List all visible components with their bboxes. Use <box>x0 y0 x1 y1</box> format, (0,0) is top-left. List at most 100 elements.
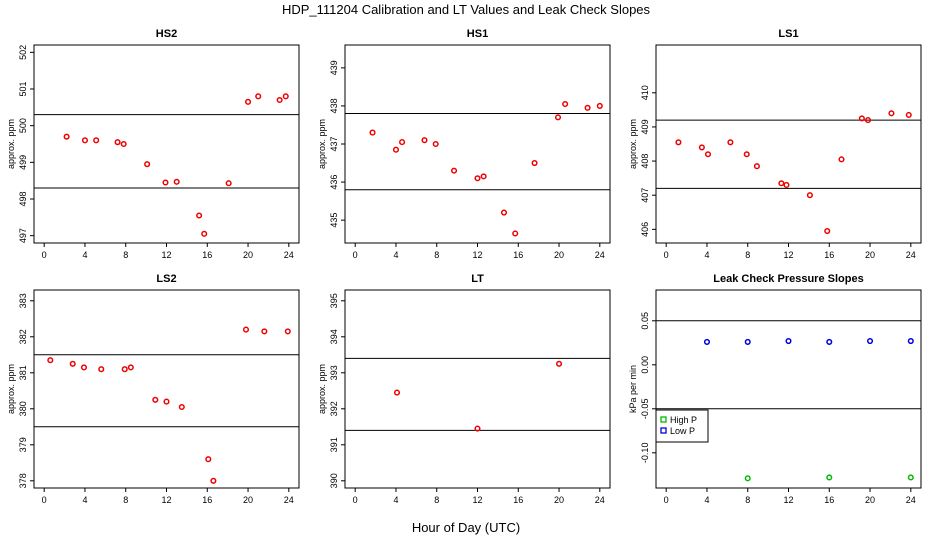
x-tick-label: 0 <box>664 495 669 505</box>
y-axis-label: approx. ppm <box>317 364 327 414</box>
data-point <box>474 175 481 182</box>
x-tick-label: 16 <box>202 250 212 260</box>
x-tick-label: 20 <box>554 250 564 260</box>
y-tick-label: 0.00 <box>640 356 650 374</box>
data-point <box>63 133 70 140</box>
x-tick-label: 12 <box>472 250 482 260</box>
panel-title: LS2 <box>156 273 176 285</box>
x-tick-label: 4 <box>704 250 709 260</box>
data-point <box>512 230 519 237</box>
x-tick-label: 12 <box>472 495 482 505</box>
y-tick-label: 0.05 <box>640 312 650 330</box>
data-point <box>432 140 439 148</box>
data-point <box>98 366 105 373</box>
x-tick-label: 24 <box>284 495 294 505</box>
panel-lt: LT 0 4 8 12 16 20 24 390 391 392 393 394 395 approx. p… <box>317 273 611 505</box>
data-point <box>282 93 289 100</box>
y-tick-label: 394 <box>329 329 339 344</box>
data-point <box>474 425 481 432</box>
data-point <box>196 212 203 219</box>
x-tick-label: 12 <box>161 250 171 260</box>
y-tick-label: 392 <box>329 401 339 416</box>
data-point <box>127 364 134 371</box>
y-tick-label: 499 <box>18 155 28 170</box>
data-point <box>744 475 751 482</box>
y-tick-label: 406 <box>640 222 650 237</box>
x-tick-label: 12 <box>783 495 793 505</box>
data-point <box>824 228 831 235</box>
plot-frame <box>655 289 922 489</box>
data-point <box>173 178 180 185</box>
data-point <box>531 159 538 167</box>
data-point <box>261 328 268 335</box>
x-tick-label: 0 <box>42 495 47 505</box>
data-point <box>121 366 128 373</box>
data-point <box>785 337 792 345</box>
y-tick-label: 438 <box>329 98 339 113</box>
panel-title: Leak Check Pressure Slopes <box>713 273 863 285</box>
plot-frame <box>344 289 611 489</box>
data-point <box>858 115 865 122</box>
legend-box <box>655 409 709 443</box>
x-tick-label: 20 <box>865 250 875 260</box>
y-tick-label: 410 <box>640 85 650 100</box>
x-tick-label: 16 <box>824 495 834 505</box>
y-tick-label: 383 <box>18 293 28 308</box>
y-tick-label: 390 <box>329 473 339 488</box>
data-point <box>753 163 760 170</box>
panel-leak: Leak Check Pressure Slopes 0 4 8 12 16 20 24 -0.… <box>628 273 922 505</box>
y-tick-label: 378 <box>18 473 28 488</box>
x-tick-label: 24 <box>284 250 294 260</box>
x-tick-label: 8 <box>123 250 128 260</box>
data-point <box>284 328 291 335</box>
data-point <box>907 337 914 345</box>
data-point <box>210 477 217 484</box>
data-point <box>225 180 232 187</box>
y-tick-label: 380 <box>18 401 28 416</box>
y-tick-label: 408 <box>640 154 650 169</box>
data-point <box>69 360 76 367</box>
x-tick-label: 24 <box>906 495 916 505</box>
panel-hs1: HS1 0 4 8 12 16 20 24 435 436 437 438 439 approx. ppm <box>317 28 611 260</box>
x-tick-label: 8 <box>745 250 750 260</box>
y-axis-label: approx. ppm <box>317 119 327 169</box>
data-point <box>120 140 127 148</box>
x-tick-label: 0 <box>42 250 47 260</box>
y-tick-label: 501 <box>18 81 28 96</box>
data-point <box>421 137 428 144</box>
data-point <box>907 474 914 481</box>
data-point <box>743 151 750 158</box>
x-tick-label: 24 <box>595 250 605 260</box>
y-tick-label: 437 <box>329 136 339 151</box>
y-axis-label: approx. ppm <box>6 364 16 414</box>
panel-title: HS1 <box>467 28 488 40</box>
data-point <box>554 114 562 121</box>
data-point <box>178 403 185 411</box>
x-tick-label: 20 <box>865 495 875 505</box>
data-point <box>144 161 151 168</box>
x-tick-label: 24 <box>595 495 605 505</box>
data-point <box>152 396 159 403</box>
data-point <box>555 360 563 367</box>
plot-frame <box>344 44 611 244</box>
data-point <box>866 337 874 345</box>
data-point <box>864 117 872 124</box>
y-tick-label: 498 <box>18 191 28 206</box>
plot-frame <box>33 44 300 244</box>
y-tick-label: 409 <box>640 119 650 134</box>
x-tick-label: 16 <box>202 495 212 505</box>
y-tick-label: 436 <box>329 175 339 190</box>
data-point <box>399 139 406 146</box>
panel-hs2: HS2 0 4 8 12 16 20 24 497 498 499 500 501 502 approx. … <box>6 28 300 260</box>
data-point <box>500 209 508 216</box>
data-point <box>480 173 487 180</box>
x-tick-label: 20 <box>243 495 253 505</box>
data-point <box>704 151 712 158</box>
data-point <box>905 111 912 119</box>
data-point <box>562 100 569 108</box>
y-tick-label: 381 <box>18 365 28 380</box>
x-tick-label: 20 <box>243 250 253 260</box>
x-tick-label: 20 <box>554 495 564 505</box>
data-point <box>163 398 170 405</box>
data-point <box>703 338 711 345</box>
